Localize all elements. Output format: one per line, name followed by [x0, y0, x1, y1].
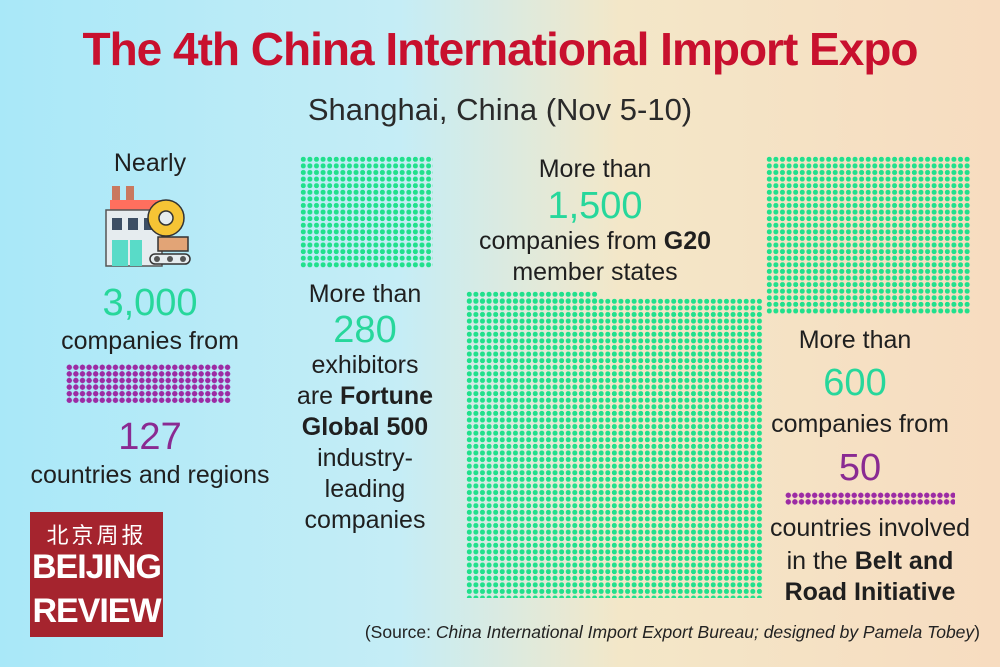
page-subtitle: Shanghai, China (Nov 5-10)	[307, 92, 693, 127]
source-pre: (Source:	[364, 622, 431, 642]
block3-prefix: More than	[538, 155, 652, 183]
block2-line5: leading	[324, 475, 406, 503]
block4-line3-bold: Belt and	[854, 547, 954, 575]
block4-line1: companies from	[771, 410, 949, 438]
block2-line2-pre: are	[296, 382, 334, 410]
source-italic: China International Import Export Bureau…	[435, 622, 975, 642]
block2-line1: exhibitors	[311, 351, 419, 379]
green-dot-grid-600	[766, 156, 971, 314]
green-dot-grid-1500	[466, 298, 763, 598]
block1-number: 3,000	[102, 282, 198, 324]
block1-line: companies from	[61, 327, 239, 355]
block3-line1: companies from G20	[440, 226, 750, 257]
source-post: )	[974, 622, 980, 642]
block4-line4: Road Initiative	[784, 578, 956, 606]
block1-prefix: Nearly	[113, 149, 187, 177]
block3-number: 1,500	[547, 185, 643, 227]
block4-line3: in the Belt and	[760, 546, 980, 577]
block1-line2: countries and regions	[30, 461, 270, 489]
source-note: (Source: China International Import Expo…	[290, 622, 980, 643]
block1-number2: 127	[118, 416, 182, 458]
block4-line3-pre: in the	[786, 547, 848, 575]
block4-number2: 50	[838, 447, 882, 489]
block2-line2-bold: Fortune	[340, 382, 434, 410]
block4-prefix: More than	[798, 326, 912, 354]
block2-line6: companies	[304, 506, 426, 534]
block4-number: 600	[823, 362, 887, 404]
purple-dot-grid-127	[66, 364, 231, 403]
beijing-review-logo: 北京周报 BEIJING REVIEW	[30, 512, 163, 637]
block2-line2: are Fortune	[280, 381, 450, 412]
block3-line2: member states	[512, 258, 678, 286]
page-title: The 4th China International Import Expo	[82, 23, 918, 75]
block4-line2: countries involved	[769, 514, 971, 542]
block3-line1-bold: G20	[663, 227, 712, 255]
block2-line4: industry-	[317, 444, 413, 472]
block2-number: 280	[333, 309, 397, 351]
block2-prefix: More than	[308, 280, 422, 308]
block3-line1-pre: companies from	[478, 227, 657, 255]
green-dot-grid-280	[300, 156, 433, 268]
logo-chinese: 北京周报	[46, 524, 147, 549]
logo-line1: BEIJING	[31, 548, 162, 586]
factory-gear-icon	[100, 182, 192, 274]
purple-dot-grid-50	[785, 492, 955, 505]
block2-line3: Global 500	[301, 413, 429, 441]
logo-line2: REVIEW	[32, 592, 161, 630]
